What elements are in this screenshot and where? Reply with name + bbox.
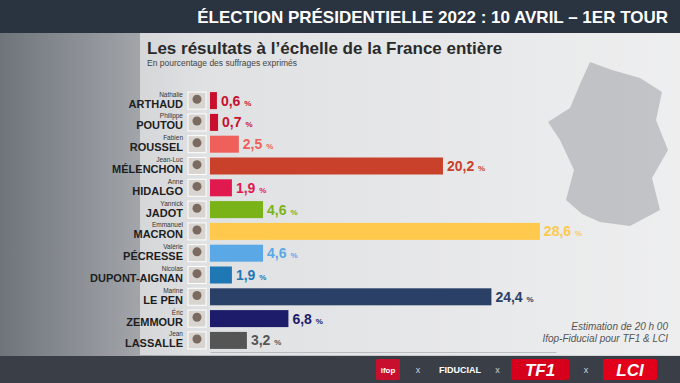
- bar: [210, 245, 263, 262]
- bars: [210, 92, 540, 349]
- portrait: [188, 92, 206, 109]
- bar: [210, 310, 288, 327]
- first-name: Marine: [163, 287, 183, 294]
- first-name: Emmanuel: [152, 221, 184, 228]
- portrait: [188, 179, 206, 196]
- first-name: Nicolas: [162, 265, 184, 272]
- logo-separator: x: [416, 365, 421, 375]
- bar: [210, 114, 218, 131]
- first-name: Nathalie: [159, 91, 183, 98]
- portrait: [188, 245, 206, 262]
- category-label: ROUSSEL: [130, 141, 183, 153]
- data-label: 4,6 %: [267, 245, 297, 261]
- portrait: [188, 201, 206, 218]
- data-label: 1,9 %: [236, 267, 266, 283]
- data-label: 24,4 %: [495, 289, 533, 305]
- chart-svg: ÉLECTION PRÉSIDENTIELLE 2022 : 10 AVRIL …: [0, 0, 680, 383]
- logo: LCI: [616, 361, 645, 380]
- data-label: 0,7 %: [222, 114, 252, 130]
- portrait-head: [193, 182, 202, 191]
- bar: [210, 267, 232, 284]
- portrait: [188, 288, 206, 305]
- title: ÉLECTION PRÉSIDENTIELLE 2022 : 10 AVRIL …: [197, 8, 668, 27]
- bar: [210, 92, 217, 109]
- x-axis: [211, 352, 557, 353]
- category-label: HIDALGO: [132, 185, 183, 197]
- portrait: [188, 332, 206, 349]
- portrait-head: [193, 226, 202, 235]
- category-label: DUPONT-AIGNAN: [90, 272, 183, 284]
- logo-box: [511, 359, 569, 380]
- data-label: 4,6 %: [267, 202, 297, 218]
- category-label: POUTOU: [136, 119, 183, 131]
- data-label: 3,2 %: [251, 332, 281, 348]
- data-label: 0,6 %: [221, 93, 251, 109]
- bar: [210, 136, 239, 153]
- category-label: PÉCRESSE: [123, 250, 183, 262]
- portrait-head: [193, 95, 202, 104]
- note: Ifop-Fiducial pour TF1 & LCI: [542, 333, 668, 344]
- portrait-head: [193, 291, 202, 300]
- portrait-head: [193, 160, 202, 169]
- caption: En pourcentage des suffrages exprimés: [147, 58, 297, 68]
- panel: [140, 33, 680, 355]
- logo-separator: x: [495, 365, 500, 375]
- logo-box: [376, 359, 400, 380]
- bar: [210, 288, 491, 305]
- data-label: 2,5 %: [243, 136, 273, 152]
- first-name: Jean: [169, 330, 183, 337]
- portrait-head: [193, 269, 202, 278]
- data-label: 1,9 %: [236, 180, 266, 196]
- axis-line: [211, 352, 557, 353]
- portrait-head: [193, 335, 202, 344]
- data-label: 20,2 %: [447, 158, 485, 174]
- first-name: Éric: [172, 308, 184, 316]
- subtitle: Les résultats à l’échelle de la France e…: [147, 39, 502, 58]
- header-band: [0, 0, 680, 33]
- portrait-head: [193, 204, 202, 213]
- category-label: MÉLENCHON: [112, 163, 183, 175]
- portrait-head: [193, 117, 202, 126]
- bar: [210, 201, 263, 218]
- first-name: Valérie: [163, 243, 183, 250]
- logo: FIDUCIAL: [439, 365, 481, 375]
- footer-band: [0, 356, 680, 383]
- first-name: Fabien: [163, 134, 183, 141]
- portrait: [188, 157, 206, 174]
- portrait: [188, 223, 206, 240]
- map-shape: [548, 62, 668, 226]
- portrait-head: [193, 313, 202, 322]
- background: [0, 0, 680, 383]
- first-name: Yannick: [160, 200, 183, 207]
- portrait: [188, 136, 206, 153]
- logo: ifop: [381, 366, 396, 375]
- category-label: LE PEN: [143, 294, 183, 306]
- category-label: LASSALLE: [125, 337, 183, 349]
- bar: [210, 157, 443, 174]
- category-label: ARTHAUD: [129, 98, 183, 110]
- bar: [210, 332, 247, 349]
- category-label: JADOT: [146, 207, 184, 219]
- bar: [210, 179, 232, 196]
- portrait: [188, 310, 206, 327]
- bar: [210, 223, 540, 240]
- logo-box: [603, 359, 657, 380]
- category-label: ZEMMOUR: [126, 316, 183, 328]
- logo: TF1: [525, 361, 555, 380]
- logo-separator: x: [584, 365, 589, 375]
- first-name: Anne: [168, 178, 184, 185]
- portrait: [188, 114, 206, 131]
- note: Estimation de 20 h 00: [571, 321, 668, 332]
- portrait-head: [193, 247, 202, 256]
- portrait: [188, 267, 206, 284]
- data-labels: 0,6 %0,7 %2,5 %20,2 %1,9 %4,6 %28,6 %4,6…: [221, 93, 582, 349]
- category-label: MACRON: [134, 228, 184, 240]
- data-label: 28,6 %: [544, 223, 582, 239]
- chart-root: ÉLECTION PRÉSIDENTIELLE 2022 : 10 AVRIL …: [0, 0, 680, 383]
- portrait-head: [193, 138, 202, 147]
- data-label: 6,8 %: [292, 311, 322, 327]
- category-labels: NathalieARTHAUDPhilippePOUTOUFabienROUSS…: [90, 91, 206, 350]
- first-name: Jean-Luc: [156, 156, 183, 163]
